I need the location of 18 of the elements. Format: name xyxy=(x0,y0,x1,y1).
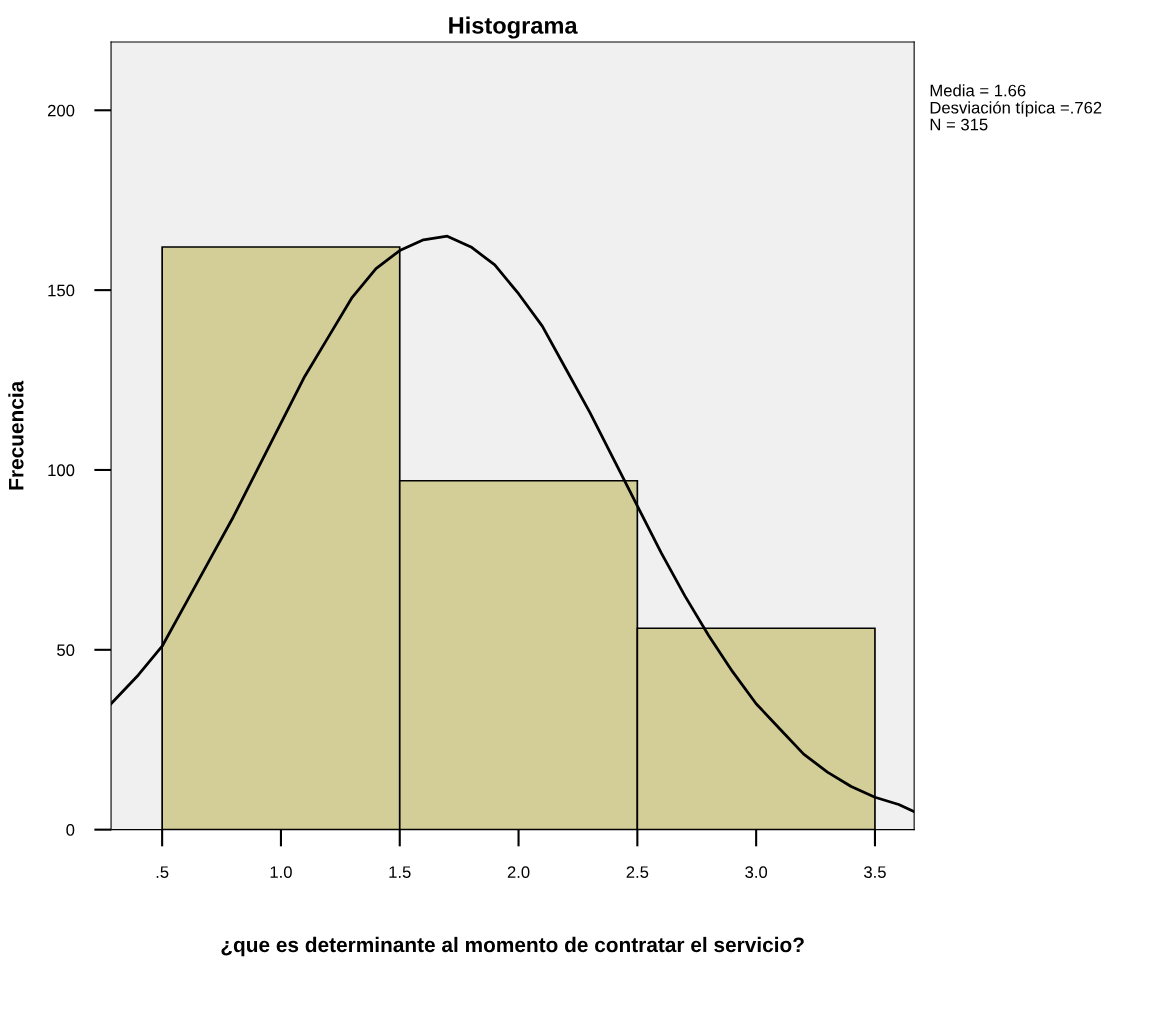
text: Desviación típica =.762 xyxy=(930,101,1102,117)
y-tick-label: 50 xyxy=(57,644,75,657)
chart-title: Histograma xyxy=(449,16,578,39)
x-tick-label: 3.5 xyxy=(864,866,886,879)
x-tick-label: 2.0 xyxy=(507,866,530,879)
x-tick-label: .5 xyxy=(156,866,169,879)
y-axis-title: Frecuencia xyxy=(8,380,24,490)
y-tick-label: 200 xyxy=(47,104,75,117)
y-tick-label: 100 xyxy=(48,464,75,477)
text: Media = 1.66 xyxy=(930,84,1026,97)
text: N = 315 xyxy=(930,118,988,131)
x-tick-label: 3.0 xyxy=(745,866,768,879)
x-tick-label: 2.5 xyxy=(626,866,649,879)
y-tick-label: 0 xyxy=(66,824,75,836)
x-axis-title: ¿que es determinante al momento de contratar el servicio? xyxy=(221,936,804,957)
y-tick-label: 150 xyxy=(48,284,75,297)
x-tick-label: 1.5 xyxy=(389,866,411,879)
x-tick-label: 1.0 xyxy=(270,866,292,879)
